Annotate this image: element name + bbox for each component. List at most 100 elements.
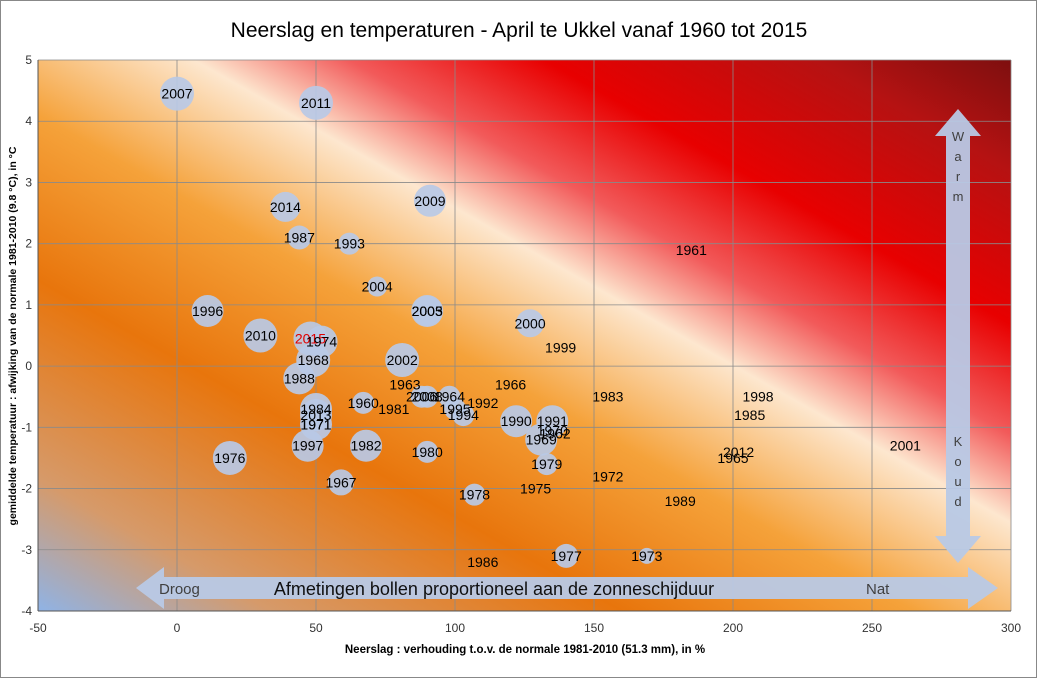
point-label: 1978 bbox=[459, 487, 490, 503]
y-tick-label: -4 bbox=[21, 604, 32, 618]
bubbles bbox=[160, 76, 655, 568]
y-tick-label: -1 bbox=[21, 420, 32, 434]
point-label: 1980 bbox=[412, 444, 443, 460]
arrow-right-label: Nat bbox=[866, 581, 890, 598]
point-labels: 2007 2011 2009 2014 1987 1993 1961 2004 1996 2005… bbox=[161, 86, 921, 570]
point-label: 2013 bbox=[300, 407, 331, 423]
point-label: 1963 bbox=[389, 376, 420, 392]
arrow-letter: K bbox=[954, 434, 963, 449]
y-tick-label: -3 bbox=[21, 543, 32, 557]
arrow-letter: u bbox=[954, 474, 961, 489]
x-axis-label: Neerslag : verhouding t.o.v. de normale … bbox=[345, 644, 705, 656]
y-tick-label: 5 bbox=[25, 53, 32, 67]
point-label: 1966 bbox=[495, 376, 526, 392]
point-label: 1981 bbox=[378, 401, 409, 417]
point-label: 1982 bbox=[350, 438, 381, 454]
horizontal-double-arrow-icon bbox=[136, 567, 998, 609]
x-tick-label: 100 bbox=[445, 621, 465, 635]
point-label: 2006 bbox=[406, 389, 437, 405]
point-label: 1991 bbox=[537, 413, 568, 429]
point-label: 1970 bbox=[537, 422, 568, 438]
point-label: 2014 bbox=[270, 199, 301, 215]
point-label: 1960 bbox=[348, 395, 379, 411]
point-label: 1971 bbox=[300, 416, 331, 432]
bubble bbox=[243, 318, 278, 353]
point-label: 1971 bbox=[300, 416, 331, 432]
point-label: 1995 bbox=[439, 401, 470, 417]
point-label: 1965 bbox=[717, 450, 748, 466]
x-tick-label: 250 bbox=[862, 621, 882, 635]
x-tick-label: -50 bbox=[29, 621, 47, 635]
point-label: 1987 bbox=[284, 230, 315, 246]
point-label: 2005 bbox=[412, 303, 443, 319]
bubble bbox=[299, 85, 333, 120]
bubble bbox=[416, 385, 439, 408]
point-label: 1983 bbox=[592, 389, 623, 405]
x-tick-label: 300 bbox=[1001, 621, 1021, 635]
point-label: 2015 bbox=[295, 331, 326, 347]
y-tick-label: 3 bbox=[25, 175, 32, 189]
point-label: 1994 bbox=[448, 407, 479, 423]
point-label: 1984 bbox=[300, 401, 331, 417]
axes bbox=[37, 60, 1011, 612]
arrow-left-label: Droog bbox=[159, 581, 200, 598]
point-label: 1989 bbox=[665, 493, 696, 509]
bubble bbox=[291, 429, 324, 462]
arrow-letter: a bbox=[954, 149, 962, 164]
bubble bbox=[338, 232, 361, 255]
arrow-letter: m bbox=[953, 189, 964, 204]
point-label: 1967 bbox=[325, 474, 356, 490]
point-label: 2008 bbox=[412, 389, 443, 405]
point-label: 1964 bbox=[434, 389, 465, 405]
bubble bbox=[367, 276, 388, 297]
precipitation-arrow: Droog Afmetingen bollen proportioneel aa… bbox=[136, 567, 998, 609]
point-label: 1986 bbox=[467, 554, 498, 570]
bubble bbox=[525, 423, 558, 456]
point-label: 2003 bbox=[412, 303, 443, 319]
x-tick-label: 0 bbox=[174, 621, 181, 635]
y-tick-label: 2 bbox=[25, 237, 32, 251]
point-label: 2001 bbox=[890, 438, 921, 454]
bubble bbox=[212, 440, 247, 475]
x-tick-label: 200 bbox=[723, 621, 743, 635]
bubble bbox=[191, 295, 224, 328]
point-label: 2012 bbox=[723, 444, 754, 460]
point-label: 1992 bbox=[467, 395, 498, 411]
point-label: 1993 bbox=[334, 236, 365, 252]
point-label: 1961 bbox=[676, 242, 707, 258]
point-label: 2009 bbox=[414, 193, 445, 209]
point-label: 1962 bbox=[540, 425, 571, 441]
point-label: 1969 bbox=[526, 432, 557, 448]
bubble bbox=[463, 483, 486, 506]
bubble bbox=[160, 76, 194, 111]
point-label: 1999 bbox=[545, 340, 576, 356]
point-label: 1998 bbox=[742, 389, 773, 405]
arrow-letter: d bbox=[954, 494, 961, 509]
bubble bbox=[328, 469, 355, 496]
bubble bbox=[270, 191, 301, 222]
y-tick-label: 1 bbox=[25, 298, 32, 312]
point-label: 1996 bbox=[192, 303, 223, 319]
x-tick-label: 50 bbox=[309, 621, 323, 635]
bubble bbox=[554, 543, 579, 568]
point-label: 2002 bbox=[387, 352, 418, 368]
point-label: 2004 bbox=[362, 279, 393, 295]
bubble bbox=[500, 405, 533, 438]
point-label: 1974 bbox=[306, 334, 337, 350]
arrow-letter: r bbox=[956, 169, 961, 184]
y-tick-label: -2 bbox=[21, 482, 32, 496]
bubble bbox=[287, 225, 312, 250]
point-label: 1973 bbox=[631, 548, 662, 564]
bubble bbox=[535, 453, 558, 476]
point-label: 1972 bbox=[592, 468, 623, 484]
bubble bbox=[411, 295, 444, 328]
tick-labels: -50 0 50 100 150 200 250 300 -4 -3 -2 -1 0 1 2 3 4 5 bbox=[21, 53, 1021, 635]
point-label: 2011 bbox=[301, 95, 331, 111]
x-tick-label: 150 bbox=[584, 621, 604, 635]
bubble bbox=[516, 309, 545, 338]
